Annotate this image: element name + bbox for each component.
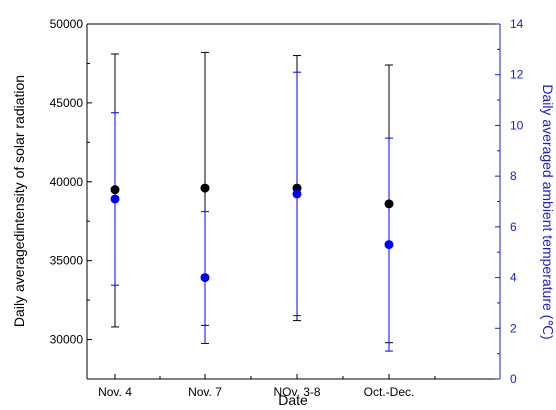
right-y-tick-label: 2: [510, 321, 517, 335]
data-points: [110, 183, 394, 283]
x-tick-label: Nov. 7: [188, 385, 222, 399]
x-axis-title: Date: [278, 392, 308, 408]
right-y-axis-title: Daily averaged ambient temperature (℃): [540, 84, 556, 339]
left-y-tick-label: 45000: [50, 96, 84, 110]
x-axis-ticks: Nov. 4 Nov. 7 NOv. 3-8 Oct.-Dec.: [98, 374, 436, 399]
data-point-series-1: [384, 240, 394, 250]
x-tick-label: Nov. 4: [98, 385, 132, 399]
data-point-series-0: [110, 185, 120, 195]
right-y-tick-label: 10: [510, 118, 524, 132]
right-y-axis-ticks: 0 2 4 6 8 10 12 14: [495, 17, 524, 386]
left-y-tick-label: 30000: [50, 333, 84, 347]
x-tick-label: Oct.-Dec.: [364, 385, 415, 399]
data-point-series-1: [200, 273, 210, 283]
right-y-tick-label: 4: [510, 271, 517, 285]
right-y-tick-label: 14: [510, 17, 524, 31]
right-y-tick-label: 8: [510, 169, 517, 183]
left-y-tick-label: 50000: [50, 17, 84, 31]
left-y-tick-label: 40000: [50, 175, 84, 189]
left-y-axis-ticks: 30000 35000 40000 45000 50000: [50, 17, 92, 380]
left-y-tick-label: 35000: [50, 254, 84, 268]
error-bars: [111, 51, 393, 352]
right-y-tick-label: 6: [510, 220, 517, 234]
data-point-series-0: [200, 183, 210, 193]
data-point-series-1: [110, 194, 120, 204]
right-y-tick-label: 12: [510, 68, 524, 82]
x-tick-label: NOv. 3-8: [273, 385, 320, 399]
data-point-series-0: [384, 199, 394, 209]
left-y-axis-title: Daily averagedintensity of solar radiati…: [11, 75, 27, 327]
data-point-series-1: [292, 189, 302, 199]
right-y-tick-label: 0: [510, 372, 517, 386]
